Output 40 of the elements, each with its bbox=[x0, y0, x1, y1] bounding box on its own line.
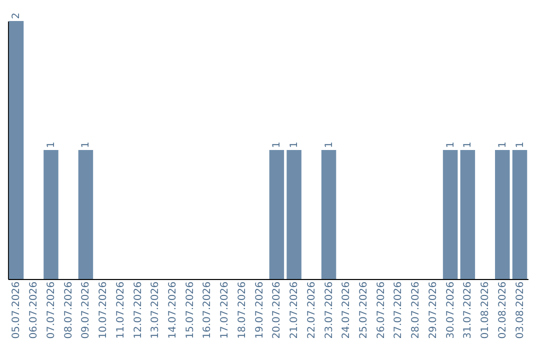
x-tick-label: 11.07.2026 bbox=[115, 282, 126, 339]
x-tick-label: 22.07.2026 bbox=[306, 282, 318, 339]
x-tick-label: 17.07.2026 bbox=[220, 282, 231, 339]
x-tick-label: 21.07.2026 bbox=[289, 282, 300, 339]
x-tick-label: 14.07.2026 bbox=[168, 282, 179, 339]
data-label: 1 bbox=[46, 142, 57, 148]
x-tick-label: 08.07.2026 bbox=[63, 282, 74, 339]
x-tick-label: 05.07.2026 bbox=[11, 282, 22, 339]
x-tick-label: 06.07.2026 bbox=[28, 282, 40, 339]
x-tick-label: 26.07.2026 bbox=[376, 282, 387, 339]
data-label: 1 bbox=[289, 142, 300, 148]
x-tick-label: 12.07.2026 bbox=[132, 282, 144, 339]
x-tick-label: 13.07.2026 bbox=[150, 282, 162, 339]
x-tick-label: 30.07.2026 bbox=[445, 282, 456, 339]
x-tick-label: 18.07.2026 bbox=[236, 282, 248, 339]
x-tick-label: 20.07.2026 bbox=[272, 282, 283, 339]
x-tick-label: 15.07.2026 bbox=[184, 282, 196, 339]
data-label: 1 bbox=[272, 142, 283, 148]
x-tick-label: 07.07.2026 bbox=[46, 282, 57, 339]
x-tick-label: 02.08.2026 bbox=[497, 282, 508, 339]
data-label: 1 bbox=[462, 142, 474, 148]
data-label: 1 bbox=[80, 142, 92, 148]
x-tick-label: 25.07.2026 bbox=[358, 282, 370, 339]
data-label: 1 bbox=[324, 142, 335, 148]
x-tick-label: 01.08.2026 bbox=[480, 282, 492, 339]
data-label: 1 bbox=[497, 142, 508, 148]
x-tick-label: 28.07.2026 bbox=[410, 282, 422, 339]
x-tick-label: 03.08.2026 bbox=[514, 282, 526, 339]
x-tick-label: 23.07.2026 bbox=[324, 282, 335, 339]
x-tick-label: 24.07.2026 bbox=[341, 282, 352, 339]
data-label: 1 bbox=[445, 142, 456, 148]
x-tick-label: 31.07.2026 bbox=[462, 282, 474, 339]
x-tick-label: 16.07.2026 bbox=[202, 282, 214, 339]
data-label: 1 bbox=[514, 142, 526, 148]
x-tick-label: 09.07.2026 bbox=[80, 282, 92, 339]
x-tick-label: 29.07.2026 bbox=[428, 282, 439, 339]
x-tick-label: 19.07.2026 bbox=[254, 282, 266, 339]
x-tick-label: 10.07.2026 bbox=[98, 282, 110, 339]
data-label: 2 bbox=[11, 12, 22, 19]
x-tick-label: 27.07.2026 bbox=[393, 282, 404, 339]
